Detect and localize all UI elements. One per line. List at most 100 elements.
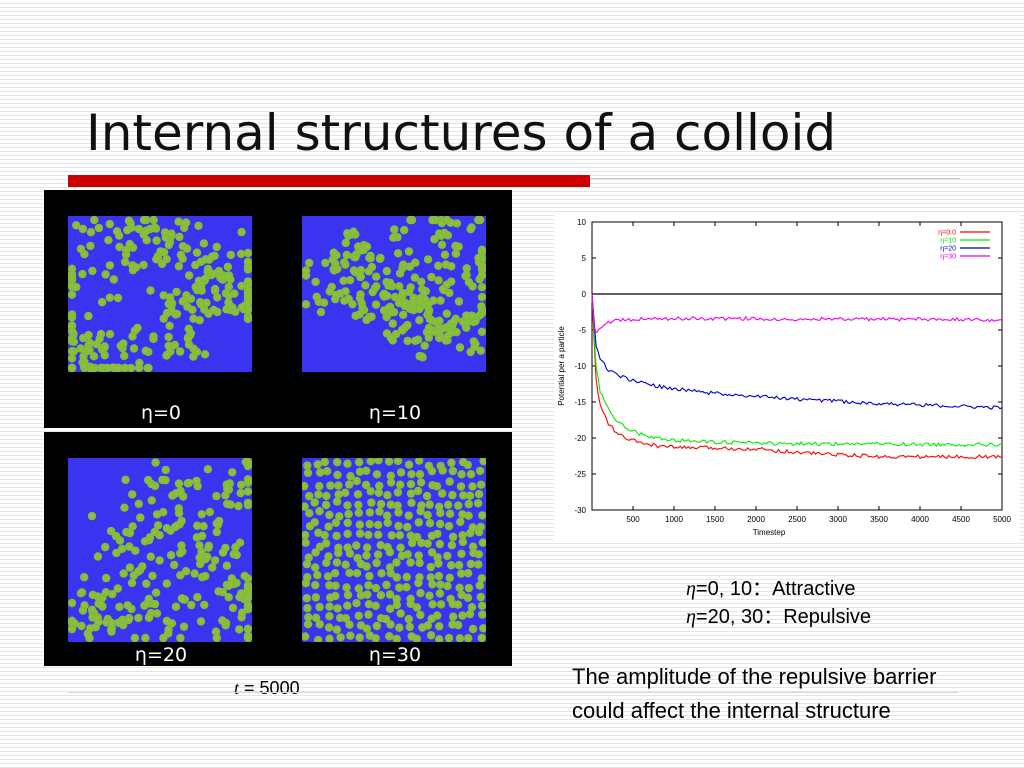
particle-core [439,299,442,302]
particle-core [323,534,326,537]
particle-core [151,574,154,578]
particle-core [111,366,115,369]
particle-core [461,460,465,464]
particle-core [155,258,158,261]
particle-core [464,274,467,278]
particle-core [304,274,308,277]
particle-core [465,314,468,317]
particle-core [90,608,94,611]
particle-core [103,346,106,349]
particle-core [70,350,74,353]
particle-core [337,551,340,555]
particle-core [457,300,461,303]
particle-core [414,261,417,264]
particle-core [132,574,135,577]
particle-core [318,605,321,609]
particle-core [169,554,173,557]
particle-core [231,306,234,309]
particle-core [159,250,162,253]
particle-core [426,624,429,627]
particle-core [457,623,460,627]
particle-core [319,471,322,474]
particle-core [162,317,165,320]
particle-core [365,554,368,557]
particle-core [327,626,331,629]
particle-core [246,268,250,271]
particle-core [397,511,400,514]
particle-core [346,504,349,507]
particle-core [238,541,242,544]
particle-core [409,492,413,495]
particle-core [480,305,483,308]
particle-core [398,534,402,537]
particle-core [174,605,178,608]
particle-core [336,473,339,477]
particle-core [418,459,421,462]
particle-core [460,473,463,476]
particle-core [180,519,183,523]
particle-core [154,461,157,464]
particle-core [477,553,481,556]
particle-core [187,343,191,346]
particle-core [92,355,96,358]
particle-core [450,461,453,464]
particle-core [427,336,430,339]
particle-core [327,525,330,528]
particle-core [480,330,484,333]
particle-core [118,245,121,249]
particle-core [370,315,373,318]
particle-core [458,346,462,349]
particle-core [418,319,421,322]
particle-core [307,556,310,559]
particle-core [184,570,188,573]
particle-core [337,484,340,487]
particle-core [181,598,185,601]
particle-core [431,603,434,606]
particle-core [70,277,74,280]
particle-core [415,535,419,539]
particle-core [149,289,152,292]
particle-core [348,552,352,555]
particle-field [68,216,252,372]
slide-title: Internal structures of a colloid [86,104,837,162]
particle-core [427,311,430,314]
particle-core [462,494,465,497]
particle-core [182,625,186,628]
eta-symbol: η [686,578,696,600]
particle-core [481,514,484,517]
particle-core [346,546,349,549]
particle-core [415,637,418,640]
series-line [591,293,1003,334]
particle-core [70,267,74,270]
particle-core [438,505,441,508]
particle-core [386,514,389,517]
particle-core [354,256,357,259]
particle-core [348,279,352,282]
particle-core [406,525,409,529]
particle-core [367,533,370,537]
particle-core [219,276,222,279]
particle-core [104,273,107,276]
particle-core [196,596,199,599]
particle-core [348,483,351,486]
particle-core [387,306,391,310]
particle-core [398,586,401,589]
particle-core [339,616,342,619]
particle-core [358,532,362,535]
particle-core [406,553,409,556]
particle-core [240,230,243,234]
particle-core [190,603,193,607]
particle-field [302,458,486,642]
particle-core [459,520,462,524]
particle-core [365,318,368,322]
particle-core [425,494,429,498]
particle-core [79,247,83,251]
particle-core [441,469,444,472]
particle-core [110,621,113,625]
particle-core [460,593,463,597]
series-line [591,293,1003,448]
x-tick-label: 3000 [829,515,847,524]
particle-core [96,555,100,558]
particle-core [440,221,444,225]
particle-core [117,366,120,370]
